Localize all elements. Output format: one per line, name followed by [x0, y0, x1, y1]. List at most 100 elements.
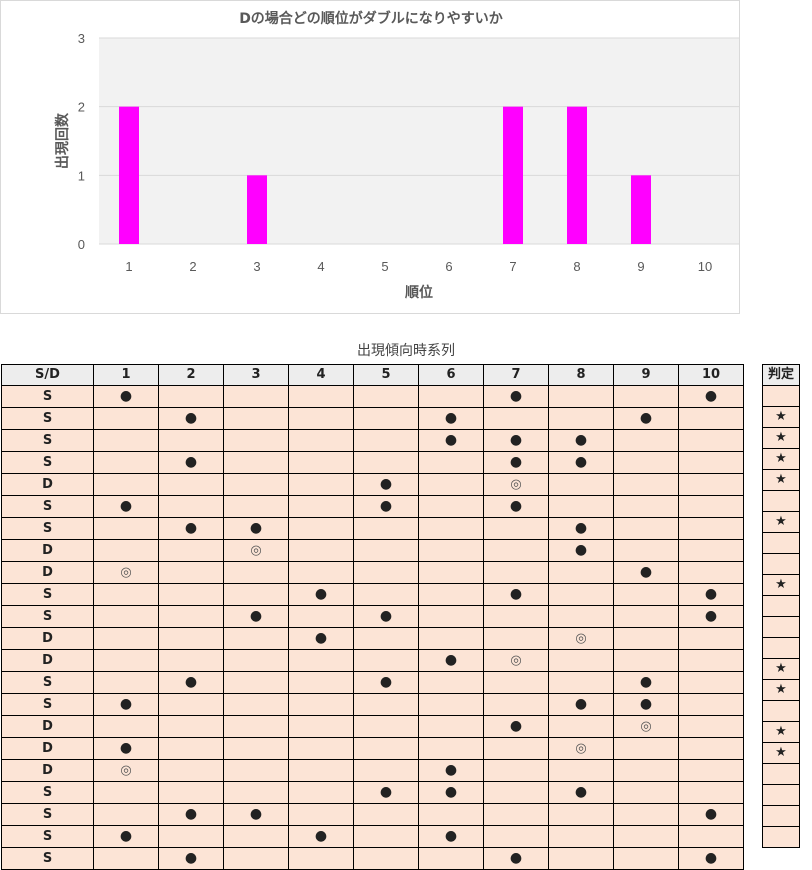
rank-cell — [418, 495, 484, 518]
filled-circle-mark: ● — [639, 564, 653, 580]
judge-cell — [762, 700, 800, 722]
rank-cell — [158, 473, 224, 496]
rank-cell — [483, 627, 549, 650]
table-row: S ● ● ● — [1, 583, 744, 606]
rank-cell: ● — [158, 451, 224, 474]
rank-cell: ● — [548, 429, 614, 452]
rank-cell — [223, 627, 289, 650]
rank-cell — [158, 495, 224, 518]
filled-circle-mark: ● — [574, 784, 588, 800]
judge-row: ★ — [762, 469, 800, 491]
rank-cell — [93, 605, 159, 628]
rank-cell — [483, 517, 549, 540]
rank-cell — [548, 847, 614, 870]
filled-circle-mark: ● — [379, 498, 393, 514]
sd-cell: D — [1, 715, 94, 738]
rank-cell — [418, 627, 484, 650]
sd-cell: D — [1, 627, 94, 650]
rank-cell: ● — [93, 693, 159, 716]
rank-cell — [353, 407, 419, 430]
rank-cell — [613, 737, 679, 760]
rank-cell — [288, 473, 354, 496]
rank-cell: ● — [288, 583, 354, 606]
rank-cell: ◎ — [548, 737, 614, 760]
rank-cell — [353, 561, 419, 584]
filled-circle-mark: ● — [184, 850, 198, 866]
rank-cell — [288, 649, 354, 672]
rank-cell — [353, 583, 419, 606]
rank-cell: ● — [93, 385, 159, 408]
rank-cell — [548, 561, 614, 584]
judge-row: ★ — [762, 511, 800, 533]
rank-cell — [418, 671, 484, 694]
rank-cell — [678, 649, 744, 672]
rank-cell — [93, 715, 159, 738]
rank-header: 10 — [678, 364, 744, 386]
rank-cell — [678, 737, 744, 760]
rank-cell — [678, 429, 744, 452]
x-tick-label: 8 — [573, 259, 580, 274]
rank-cell: ● — [158, 847, 224, 870]
table-row: D ● ◎ — [1, 737, 744, 760]
filled-circle-mark: ● — [119, 696, 133, 712]
rank-cell — [288, 407, 354, 430]
star-mark: ★ — [775, 472, 787, 487]
y-axis-label: 出現回数 — [54, 112, 71, 169]
x-tick-label: 10 — [698, 259, 712, 274]
rank-cell: ● — [288, 825, 354, 848]
x-tick-label: 5 — [381, 259, 388, 274]
table-row: S ● ● ● — [1, 693, 744, 716]
rank-cell: ● — [483, 429, 549, 452]
rank-cell — [678, 715, 744, 738]
table-row: D ● ◎ — [1, 473, 744, 496]
judge-row — [762, 826, 800, 848]
judge-cell — [762, 595, 800, 617]
filled-circle-mark: ● — [184, 410, 198, 426]
sd-cell: S — [1, 693, 94, 716]
rank-cell — [418, 693, 484, 716]
rank-cell: ● — [548, 517, 614, 540]
filled-circle-mark: ● — [249, 520, 263, 536]
rank-cell — [288, 495, 354, 518]
filled-circle-mark: ● — [119, 828, 133, 844]
filled-circle-mark: ● — [444, 762, 458, 778]
rank-cell — [483, 803, 549, 826]
rank-cell — [678, 627, 744, 650]
judge-cell — [762, 616, 800, 638]
rank-cell — [158, 561, 224, 584]
rank-cell — [353, 451, 419, 474]
filled-circle-mark: ● — [639, 696, 653, 712]
filled-circle-mark: ● — [639, 410, 653, 426]
rank-cell: ● — [483, 451, 549, 474]
rank-cell: ● — [353, 473, 419, 496]
rank-cell — [288, 737, 354, 760]
rank-cell — [418, 451, 484, 474]
table-row: S ● ● ● — [1, 803, 744, 826]
judge-cell — [762, 826, 800, 848]
bar — [247, 175, 267, 244]
filled-circle-mark: ● — [574, 454, 588, 470]
table-row: D ◎ ● — [1, 759, 744, 782]
x-tick-label: 9 — [637, 259, 644, 274]
rank-cell — [223, 583, 289, 606]
filled-circle-mark: ● — [119, 388, 133, 404]
rank-cell — [288, 847, 354, 870]
sd-cell: S — [1, 407, 94, 430]
rank-cell: ● — [678, 847, 744, 870]
rank-cell — [353, 429, 419, 452]
rank-cell: ● — [353, 605, 419, 628]
double-circle-mark: ◎ — [510, 476, 522, 492]
rank-cell — [483, 781, 549, 804]
rank-cell — [223, 649, 289, 672]
rank-cell — [613, 627, 679, 650]
rank-cell: ● — [93, 495, 159, 518]
rank-cell — [288, 561, 354, 584]
rank-cell — [678, 451, 744, 474]
sd-header: S/D — [1, 364, 94, 386]
filled-circle-mark: ● — [574, 696, 588, 712]
rank-header: 8 — [548, 364, 614, 386]
rank-header: 9 — [613, 364, 679, 386]
rank-header: 3 — [223, 364, 289, 386]
rank-cell: ● — [158, 407, 224, 430]
rank-cell — [613, 385, 679, 408]
